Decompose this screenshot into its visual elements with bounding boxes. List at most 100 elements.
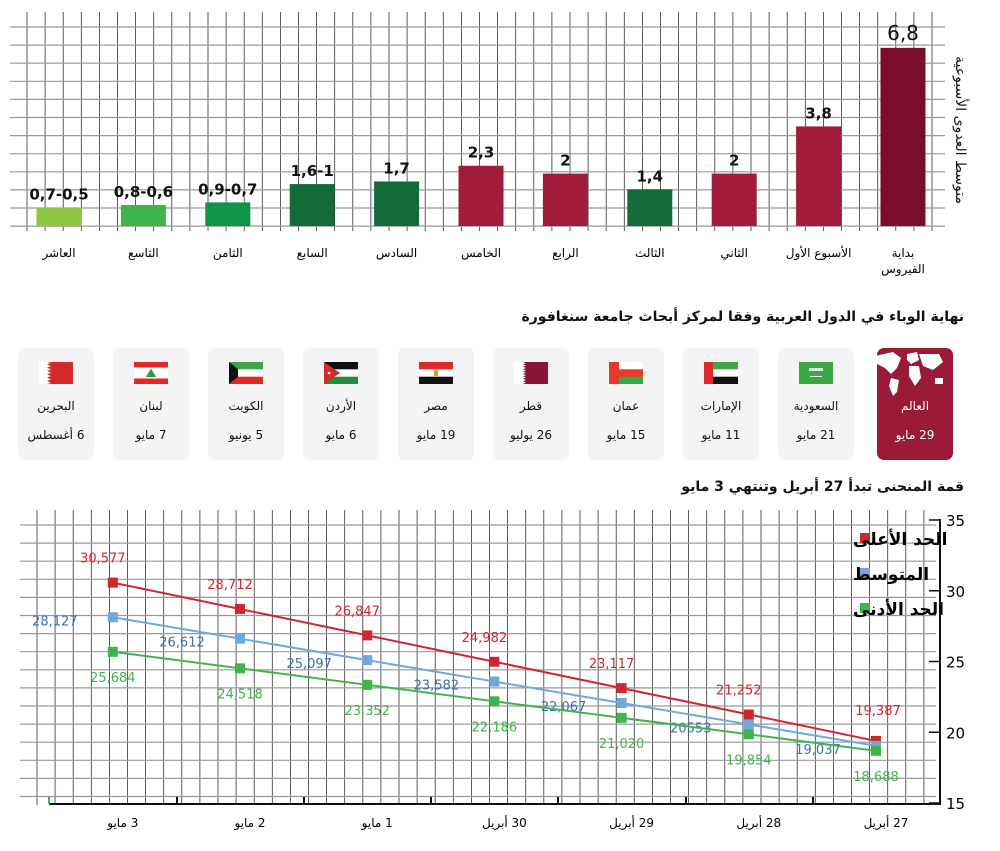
- bar-category-label: العاشر: [41, 246, 75, 261]
- bar-value-label: 6,8: [887, 21, 919, 45]
- legend-label: المتوسط: [853, 565, 929, 585]
- data-label: 23,352: [344, 704, 390, 719]
- bar-category-label: الرابع: [552, 246, 579, 261]
- end-date: 26 يوليو: [509, 428, 553, 442]
- end-date: 11 مايو: [701, 428, 741, 442]
- country-name: لبنان: [139, 399, 163, 413]
- country-card: العالم 29 مايو: [875, 348, 953, 460]
- x-tick-label: 3 مايو: [106, 816, 138, 831]
- bar-value-label: 0,7-0,5: [29, 186, 88, 204]
- data-point: [235, 663, 245, 674]
- country-card: السعودية 21 مايو: [778, 348, 854, 460]
- country-card: لبنان 7 مايو: [113, 348, 189, 460]
- y-tick-label: 35: [946, 512, 965, 530]
- country-card: الأردن 6 مايو: [303, 348, 379, 460]
- saudi-flag-icon: [799, 362, 833, 384]
- x-tick-label: 28 أبريل: [736, 815, 781, 831]
- x-tick-label: 2 مايو: [233, 816, 265, 831]
- data-point: [107, 646, 118, 657]
- data-label: 28,127: [32, 614, 78, 629]
- end-date: 29 مايو: [895, 428, 935, 442]
- jordan-flag-icon: [324, 362, 358, 384]
- line-chart-grid: [20, 510, 936, 805]
- data-label: 28,712: [207, 578, 253, 593]
- bar: [289, 184, 335, 226]
- egypt-flag-icon: [419, 362, 453, 384]
- data-point: [362, 630, 373, 641]
- weekly-infection-bar-chart: 6,8 بداية الفيروس 3,8 الأسبوع الأول 2 الثاني 1,…: [10, 12, 945, 277]
- data-point: [743, 729, 754, 740]
- y-tick-label: 20: [946, 724, 965, 742]
- data-point: [107, 577, 118, 588]
- bar-category-label: السابع: [297, 246, 328, 260]
- x-tick-label: 29 أبريل: [609, 815, 654, 831]
- country-name: البحرين: [37, 399, 75, 413]
- bar-category-label: الثالث: [635, 246, 665, 260]
- data-point: [107, 612, 118, 623]
- uae-flag-icon: [704, 362, 738, 384]
- kuwait-flag-icon: [229, 362, 263, 384]
- country-name: العالم: [900, 399, 930, 413]
- country-name: السعودية: [793, 399, 839, 413]
- country-card: عمان 15 مايو: [588, 348, 664, 460]
- country-name: مصر: [424, 399, 448, 413]
- bar: [542, 173, 588, 226]
- bar-category-label: الخامس: [461, 246, 501, 261]
- legend-label: الحد الأدنى: [853, 599, 944, 620]
- data-label: 22,186: [472, 720, 518, 735]
- country-name: الإمارات: [700, 399, 742, 413]
- bar: [880, 47, 926, 227]
- country-card: الكويت 5 يونيو: [208, 348, 284, 460]
- data-point: [743, 719, 754, 730]
- y-tick-label: 25: [946, 654, 965, 672]
- data-label: 24,518: [217, 687, 263, 702]
- country-card: الإمارات 11 مايو: [683, 348, 759, 460]
- data-point: [871, 745, 881, 756]
- data-label: 21,252: [716, 684, 762, 699]
- end-date: 19 مايو: [416, 428, 456, 442]
- country-card: البحرين 6 أغسطس: [18, 348, 94, 460]
- data-label: 24,982: [462, 631, 508, 646]
- data-label: 18,688: [853, 770, 899, 785]
- bar: [458, 165, 504, 226]
- bar-value-label: 1,7: [383, 159, 410, 177]
- bar-value-label: 1,4: [637, 167, 664, 185]
- bar-value-label: 0,9-0,7: [198, 180, 257, 198]
- country-name: عمان: [612, 399, 640, 413]
- data-label: 25,684: [90, 671, 136, 686]
- country-name: الأردن: [325, 399, 357, 413]
- legend-swatch: [860, 568, 870, 578]
- y-tick-label: 15: [946, 795, 965, 813]
- x-tick-label: 27 أبريل: [864, 815, 909, 831]
- countries-section-title: نهاية الوباء في الدول العربية وفقا لمركز…: [521, 309, 964, 325]
- bar: [627, 189, 673, 226]
- end-date: 5 يونيو: [228, 428, 264, 442]
- bar-category-label: الثامن: [213, 246, 243, 261]
- end-date: 21 مايو: [796, 428, 836, 442]
- y-tick-label: 30: [946, 583, 965, 601]
- data-point: [616, 683, 627, 694]
- country-card: قطر 26 يوليو: [493, 348, 569, 460]
- data-label: 30,577: [80, 552, 126, 567]
- bar: [205, 202, 251, 226]
- data-point: [235, 633, 245, 644]
- bar-category-label: بداية الفيروس: [881, 246, 925, 277]
- bar-category-label: السادس: [376, 246, 417, 261]
- data-label: 19,387: [855, 704, 901, 719]
- world-map-icon: [875, 352, 943, 396]
- data-point: [235, 603, 245, 614]
- x-tick-label: 1 مايو: [361, 816, 393, 831]
- bar-value-label: 0,8-0,6: [114, 183, 173, 201]
- bar: [711, 173, 757, 226]
- bar-category-label: التاسع: [128, 246, 159, 260]
- data-label: 26,847: [334, 604, 380, 619]
- bahrain-flag-icon: [39, 362, 73, 384]
- bar: [36, 207, 82, 226]
- bar-value-label: 2: [560, 152, 570, 170]
- data-label: 25,097: [286, 657, 332, 672]
- lebanon-flag-icon: [134, 362, 168, 384]
- data-point: [743, 709, 754, 720]
- data-point: [362, 679, 373, 690]
- bar-category-label-line: بداية: [892, 246, 915, 260]
